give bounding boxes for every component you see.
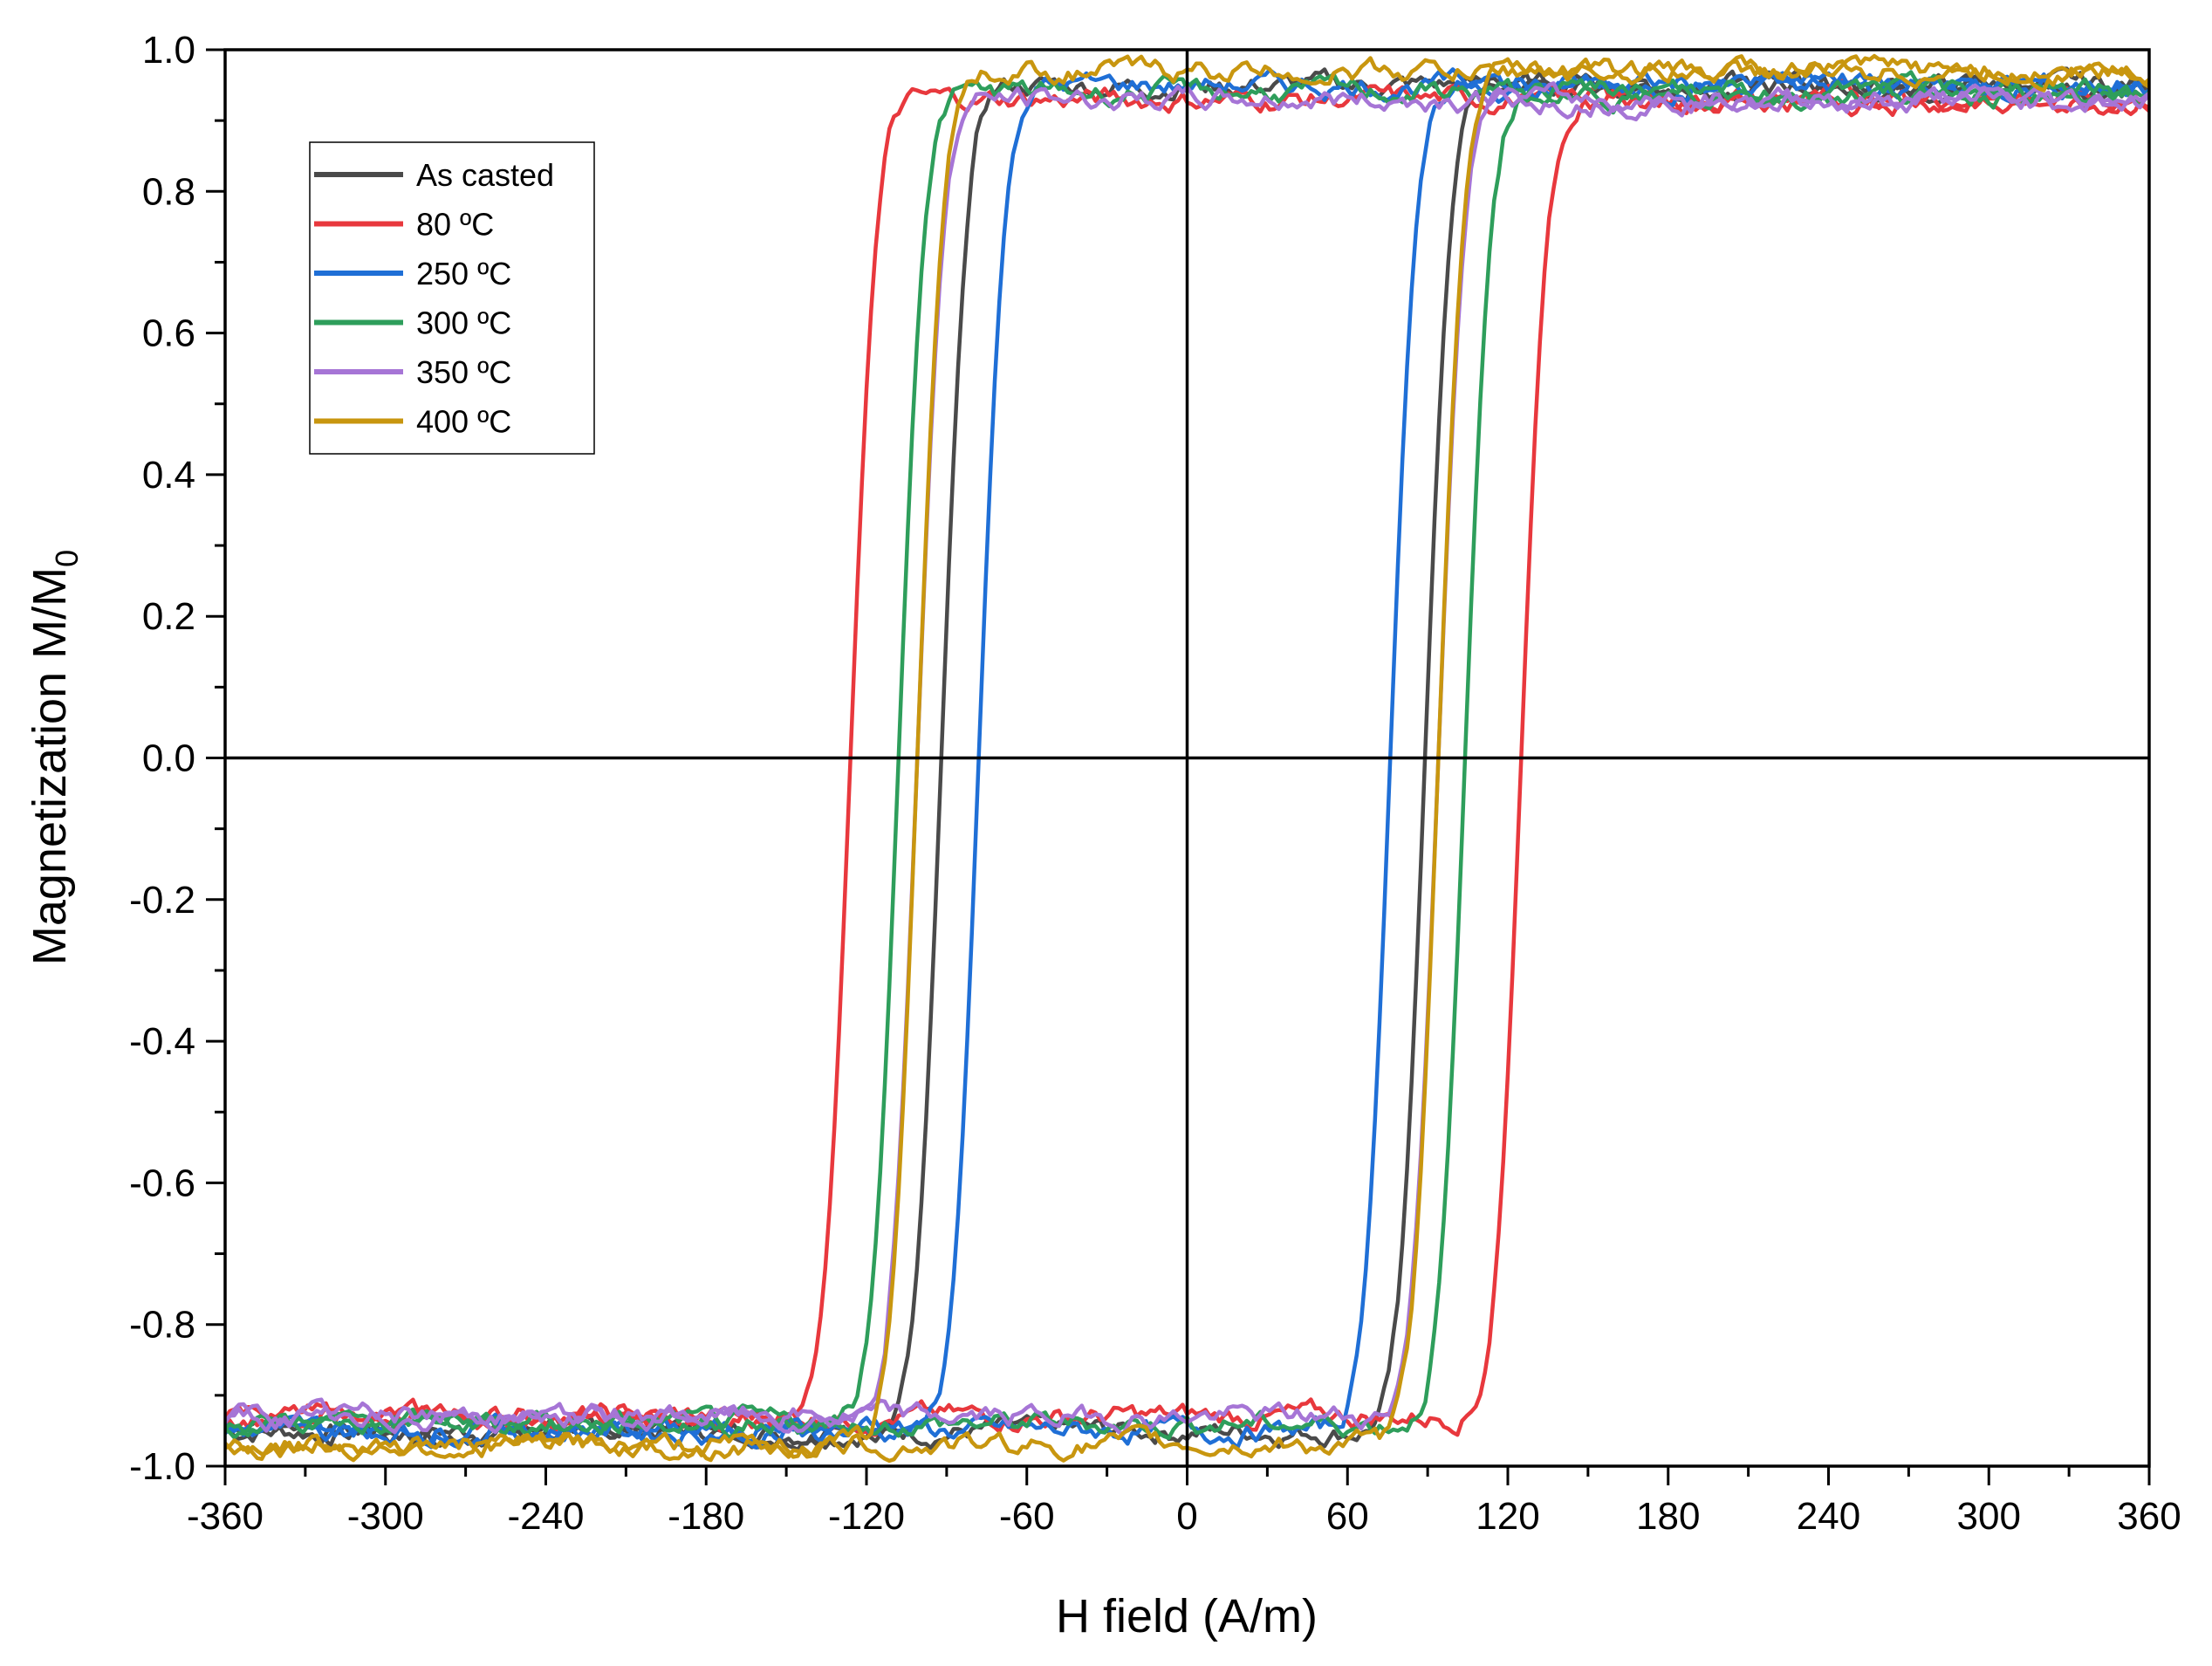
x-axis-tick-labels: -360 -300 -240 -180 -120 -60 0 60 120 180 240 300 36… <box>187 1495 2181 1538</box>
y-tick-label: 0.6 <box>142 312 195 355</box>
legend-label: 80 ºC <box>416 207 494 243</box>
x-tick-label: -60 <box>999 1495 1055 1538</box>
zero-lines <box>225 50 2149 1466</box>
legend-label: 300 ºC <box>416 305 511 341</box>
legend-label: As casted <box>416 157 554 193</box>
x-tick-label: -180 <box>668 1495 744 1538</box>
y-axis-title-subscript: 0 <box>49 550 85 567</box>
x-tick-label: 300 <box>1957 1495 2021 1538</box>
y-tick-label: -0.8 <box>129 1304 195 1347</box>
x-tick-label: 240 <box>1797 1495 1860 1538</box>
y-tick-label: 1.0 <box>142 29 195 72</box>
x-tick-label: 60 <box>1326 1495 1369 1538</box>
y-tick-label: 0.8 <box>142 170 195 213</box>
x-tick-label: -300 <box>347 1495 424 1538</box>
x-tick-label: 180 <box>1636 1495 1700 1538</box>
legend: As casted 80 ºC 250 ºC 300 ºC 350 ºC 400 ºC <box>309 141 595 455</box>
y-tick-label: 0.0 <box>142 737 195 780</box>
legend-label: 350 ºC <box>416 354 511 390</box>
y-tick-label: -1.0 <box>129 1445 195 1488</box>
x-axis-title: H field (A/m) <box>1056 1590 1318 1642</box>
x-tick-label: 0 <box>1176 1495 1197 1538</box>
y-tick-label: -0.2 <box>129 879 195 922</box>
y-tick-label: -0.4 <box>129 1020 195 1063</box>
y-axis-tick-labels: -1.0 -0.8 -0.6 -0.4 -0.2 0.0 0.2 0.4 0.6 0.8 1.0 <box>129 29 195 1488</box>
legend-label: 250 ºC <box>416 256 511 291</box>
y-axis-title-main: Magnetization M/M <box>24 567 76 965</box>
y-tick-label: 0.4 <box>142 454 195 497</box>
legend-box <box>309 141 595 455</box>
x-tick-label: 120 <box>1476 1495 1539 1538</box>
y-tick-label: -0.6 <box>129 1162 195 1204</box>
x-axis-ticks <box>223 1466 2151 1485</box>
x-tick-label: -240 <box>507 1495 584 1538</box>
y-tick-label: 0.2 <box>142 595 195 638</box>
x-tick-label: 360 <box>2117 1495 2181 1538</box>
x-tick-label: -120 <box>828 1495 905 1538</box>
y-axis-title: Magnetization M/M0 <box>24 550 85 965</box>
legend-label: 400 ºC <box>416 404 511 440</box>
x-tick-label: -360 <box>187 1495 264 1538</box>
y-axis-ticks <box>206 48 225 1468</box>
